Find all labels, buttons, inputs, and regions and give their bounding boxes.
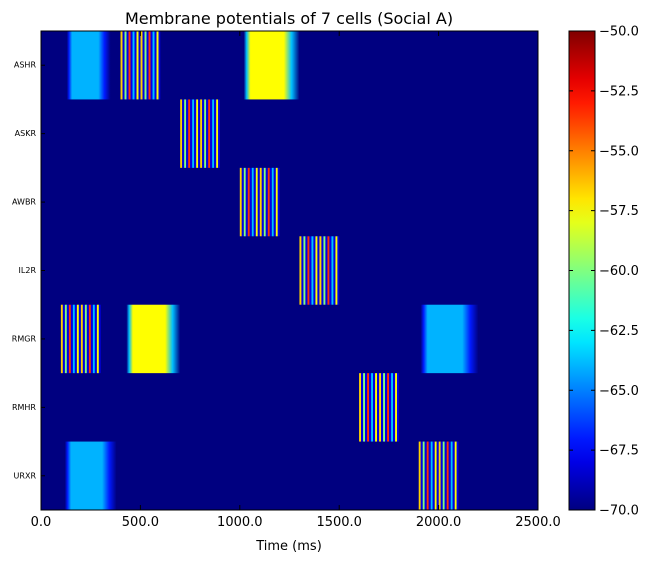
x-tick-label: 1000.0 — [217, 515, 263, 530]
y-tick-label: RMGR — [12, 334, 37, 343]
y-tick-label: ASKR — [15, 129, 37, 138]
colorbar-tick-label: −55.0 — [599, 144, 639, 159]
x-tick-label: 2500.0 — [515, 515, 561, 530]
colorbar-tick-label: −70.0 — [599, 504, 639, 519]
heatmap-cell-sustained — [126, 304, 181, 374]
heatmap-cell-spiking — [60, 304, 101, 374]
heatmap-cell-spiking — [239, 167, 280, 237]
x-tick-label: 1500.0 — [316, 515, 362, 530]
heatmap-cell-sustained — [243, 31, 300, 100]
colorbar-tick-label: −65.0 — [599, 384, 639, 399]
colorbar-tick-label: −60.0 — [599, 264, 639, 279]
colorbar-tick-label: −52.5 — [599, 84, 639, 99]
heatmap-cell-sustained — [64, 441, 117, 510]
y-tick-label: ASHR — [14, 61, 37, 70]
x-tick-label: 500.0 — [122, 515, 159, 530]
y-tick-label: IL2R — [19, 266, 37, 275]
heatmap-background — [41, 31, 538, 510]
plot-area — [40, 30, 539, 511]
heatmap-cell-spiking — [299, 236, 340, 305]
x-tick-label: 2000.0 — [416, 515, 462, 530]
heatmap-cell-spiking — [180, 99, 220, 168]
y-tick-label: AWBR — [12, 198, 36, 207]
colorbar-tick-label: −62.5 — [599, 324, 639, 339]
colorbar-tick-label: −57.5 — [599, 204, 639, 219]
y-tick-label: URXR — [14, 471, 37, 480]
colorbar: −50.0 −52.5 −55.0 −57.5 −60.0 −62.5 −65.0 −67.5… — [568, 25, 639, 519]
x-axis-label: Time (ms) — [255, 539, 322, 554]
heatmap-cell-spiking — [120, 31, 161, 100]
heatmap-cell-sustained — [420, 304, 479, 374]
y-axis-cell-labels: ASHR ASKR AWBR IL2R RMGR RMHR URXR — [12, 61, 45, 480]
heatmap-cell-spiking — [359, 373, 399, 442]
colorbar-tick-label: −67.5 — [599, 444, 639, 459]
colorbar-tick-label: −50.0 — [599, 25, 639, 40]
x-tick-label: 0.0 — [31, 515, 52, 530]
x-axis: 0.0 500.0 1000.0 1500.0 2000.0 2500.0 — [31, 31, 561, 530]
chart-title: Membrane potentials of 7 cells (Social A… — [125, 9, 453, 28]
heatmap-cell-spiking — [418, 441, 459, 510]
y-tick-label: RMHR — [12, 403, 36, 412]
heatmap-cell-sustained — [66, 31, 111, 100]
